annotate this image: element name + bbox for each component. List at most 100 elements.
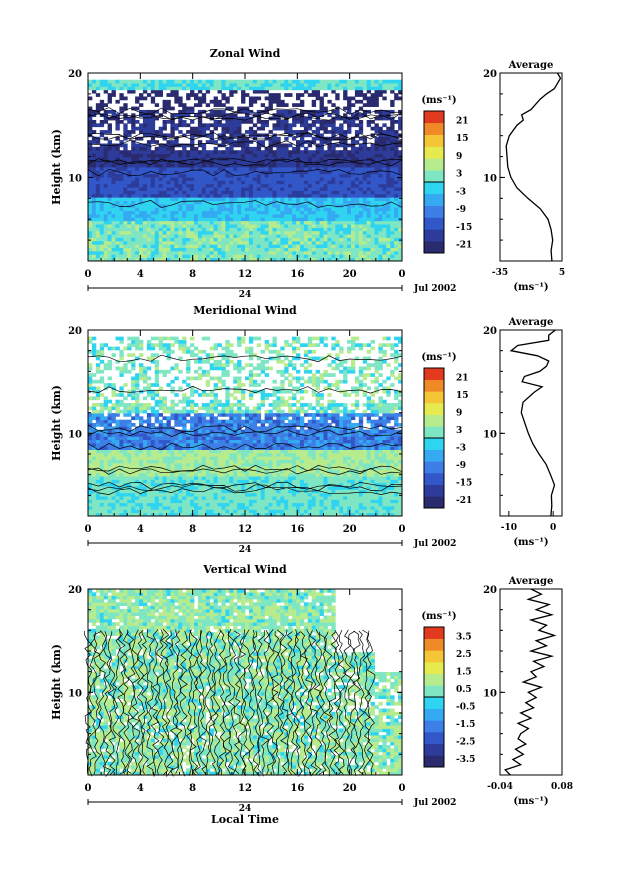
heatmap-cell — [115, 184, 119, 188]
heatmap-cell — [159, 241, 163, 245]
heatmap-cell — [257, 214, 261, 218]
heatmap-cell — [324, 197, 328, 201]
heatmap-cell — [237, 83, 241, 87]
heatmap-cell — [253, 191, 257, 195]
heatmap-cell — [112, 503, 116, 507]
heatmap-cell — [296, 244, 300, 248]
heatmap-cell — [335, 130, 339, 134]
heatmap-cell — [237, 197, 241, 201]
heatmap-cell — [390, 197, 394, 201]
heatmap-cell — [284, 167, 288, 171]
heatmap-cell — [308, 479, 312, 483]
heatmap-cell — [139, 238, 143, 242]
heatmap-cell — [186, 93, 190, 97]
heatmap-cell — [272, 194, 276, 198]
heatmap-cell — [233, 221, 237, 225]
heatmap-cell — [96, 93, 100, 97]
heatmap-cell — [312, 254, 316, 258]
heatmap-cell — [221, 150, 225, 154]
heatmap-cell — [104, 86, 108, 90]
heatmap-cell — [190, 503, 194, 507]
heatmap-cell — [265, 197, 269, 201]
heatmap-cell — [202, 479, 206, 483]
heatmap-cell — [312, 184, 316, 188]
heatmap-cell — [178, 100, 182, 104]
heatmap-cell — [210, 184, 214, 188]
heatmap-cell — [159, 197, 163, 201]
heatmap-cell — [375, 103, 379, 107]
heatmap-cell — [170, 154, 174, 158]
heatmap-cell — [304, 476, 308, 480]
heatmap-cell — [378, 499, 382, 503]
heatmap-cell — [123, 238, 127, 242]
heatmap-cell — [115, 83, 119, 87]
heatmap-cell — [92, 241, 96, 245]
heatmap-cell — [131, 211, 135, 215]
heatmap-cell — [367, 194, 371, 198]
heatmap-cell — [249, 244, 253, 248]
heatmap-cell — [151, 127, 155, 131]
heatmap-cell — [167, 184, 171, 188]
heatmap-cell — [108, 123, 112, 127]
heatmap-cell — [170, 133, 174, 137]
heatmap-cell — [155, 187, 159, 191]
heatmap-cell — [292, 180, 296, 184]
heatmap-cell — [174, 174, 178, 178]
heatmap-cell — [115, 476, 119, 480]
heatmap-cell — [135, 83, 139, 87]
heatmap-cell — [386, 177, 390, 181]
heatmap-cell — [202, 194, 206, 198]
heatmap-cell — [308, 174, 312, 178]
heatmap-cell — [343, 120, 347, 124]
heatmap-cell — [104, 207, 108, 211]
heatmap-cell — [261, 227, 265, 231]
heatmap-cell — [257, 83, 261, 87]
heatmap-cell — [316, 231, 320, 235]
heatmap-cell — [127, 191, 131, 195]
heatmap-cell — [308, 244, 312, 248]
heatmap-cell — [359, 496, 363, 500]
heatmap-cell — [327, 248, 331, 252]
heatmap-cell — [316, 503, 320, 507]
heatmap-cell — [225, 100, 229, 104]
heatmap-cell — [135, 214, 139, 218]
heatmap-cell — [257, 493, 261, 497]
heatmap-cell — [343, 167, 347, 171]
heatmap-cell — [378, 140, 382, 144]
colorbar-unit-label: (ms⁻¹) — [421, 95, 456, 106]
heatmap-cell — [265, 499, 269, 503]
heatmap-cell — [367, 476, 371, 480]
heatmap-cell — [359, 123, 363, 127]
heatmap-cell — [163, 254, 167, 258]
heatmap-cell — [100, 187, 104, 191]
heatmap-cell — [155, 214, 159, 218]
heatmap-cell — [335, 509, 339, 513]
heatmap-cell — [174, 184, 178, 188]
heatmap-cell — [198, 224, 202, 228]
heatmap-cell — [229, 251, 233, 255]
heatmap-cell — [320, 231, 324, 235]
heatmap-cell — [382, 150, 386, 154]
heatmap-cell — [206, 207, 210, 211]
heatmap-cell — [375, 100, 379, 104]
heatmap-cell — [104, 174, 108, 178]
heatmap-cell — [96, 479, 100, 483]
heatmap-cell — [272, 476, 276, 480]
heatmap-cell — [237, 499, 241, 503]
heatmap-cell — [394, 217, 398, 221]
heatmap-cell — [139, 147, 143, 151]
heatmap-cell — [371, 184, 375, 188]
heatmap-cell — [304, 506, 308, 510]
heatmap-cell — [174, 204, 178, 208]
heatmap-cell — [272, 251, 276, 255]
heatmap-cell — [170, 251, 174, 255]
heatmap-cell — [284, 120, 288, 124]
heatmap-cell — [292, 254, 296, 258]
heatmap-cell — [108, 147, 112, 151]
heatmap-cell — [249, 100, 253, 104]
heatmap-cell — [147, 473, 151, 477]
heatmap-cell — [292, 241, 296, 245]
heatmap-cell — [119, 207, 123, 211]
heatmap-cell — [304, 207, 308, 211]
heatmap-cell — [288, 241, 292, 245]
